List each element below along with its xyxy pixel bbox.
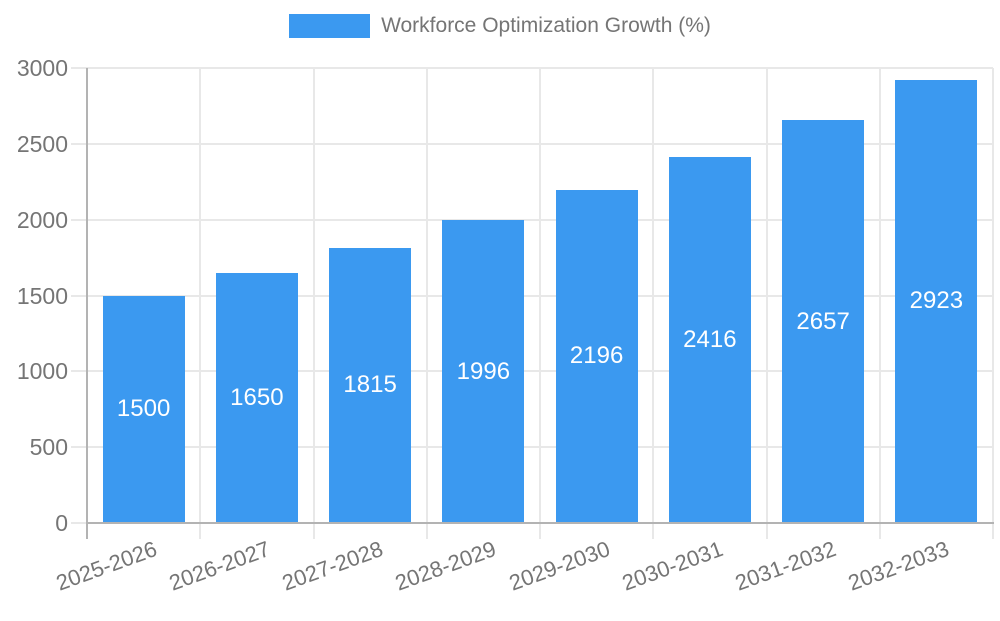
bar[interactable] — [668, 156, 751, 523]
bar-value-label: 2416 — [683, 325, 737, 353]
gridline-h — [71, 67, 993, 69]
bar-value-label: 2923 — [909, 287, 964, 315]
y-tick-label: 0 — [55, 510, 68, 536]
legend-label: Workforce Optimization Growth (%) — [381, 14, 711, 37]
gridline-v — [539, 68, 541, 539]
bar-value-label: 1815 — [343, 371, 397, 399]
legend-item[interactable]: Workforce Optimization Growth (%) — [289, 14, 711, 38]
gridline-v — [652, 68, 655, 539]
bar-value-label: 1500 — [116, 395, 171, 423]
gridline-v — [312, 68, 315, 539]
legend-swatch — [289, 14, 371, 38]
bar[interactable] — [442, 220, 525, 523]
gridline-v — [425, 68, 428, 539]
y-tick-label: 1500 — [16, 282, 68, 309]
x-axis-line — [86, 522, 994, 524]
gridline-v — [765, 68, 768, 539]
gridline-h — [71, 370, 993, 373]
y-tick-label: 2000 — [16, 206, 68, 233]
y-axis-line — [86, 68, 88, 539]
plot-area — [71, 67, 994, 539]
y-tick-label: 1000 — [16, 358, 68, 385]
gridline-h — [71, 218, 993, 221]
y-tick-label: 2500 — [16, 130, 68, 157]
bar-value-label: 1996 — [456, 357, 511, 385]
y-tick-label: 3000 — [16, 55, 68, 81]
bar-value-label: 2657 — [796, 307, 850, 335]
bar[interactable] — [215, 272, 298, 523]
bar[interactable] — [895, 79, 978, 523]
y-tick-label: 500 — [29, 434, 68, 461]
bar[interactable] — [329, 247, 412, 523]
gridline-h — [71, 142, 993, 145]
bar-value-label: 2196 — [569, 342, 624, 370]
bar[interactable] — [102, 295, 185, 523]
bar[interactable] — [555, 189, 638, 523]
gridline-h — [71, 294, 993, 297]
gridline-h — [71, 446, 993, 449]
gridline-v — [992, 68, 994, 539]
gridline-v — [878, 68, 881, 539]
chart-legend: Workforce Optimization Growth (%) — [0, 14, 1000, 38]
bar[interactable] — [782, 120, 865, 523]
bar-chart: Workforce Optimization Growth (%) 0 500 10… — [0, 14, 1000, 596]
bar-value-label: 1650 — [230, 383, 284, 411]
gridline-v — [199, 68, 202, 539]
